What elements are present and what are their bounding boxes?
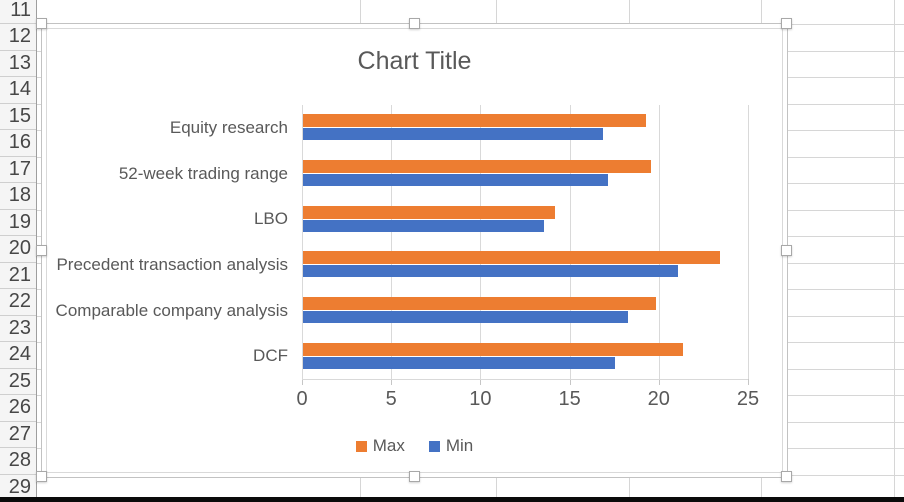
category-label: 52-week trading range bbox=[118, 163, 288, 183]
row-header: 11 12 13 14 15 16 17 18 19 20 21 22 23 24 25 26 27 28 29 bbox=[0, 0, 37, 501]
chart-title[interactable]: Chart Title bbox=[357, 47, 472, 75]
bar-min[interactable] bbox=[303, 356, 616, 369]
plot-gridline bbox=[391, 105, 393, 379]
row-header-cell[interactable]: 14 bbox=[0, 77, 36, 104]
category-label: Equity research bbox=[169, 117, 288, 137]
bar-max[interactable] bbox=[303, 297, 657, 310]
row-header-cell[interactable]: 28 bbox=[0, 448, 36, 475]
bar-max[interactable] bbox=[303, 160, 651, 173]
handle-mid-right[interactable] bbox=[781, 244, 792, 256]
handle-top-right[interactable] bbox=[781, 18, 792, 29]
plot-area[interactable] bbox=[302, 105, 749, 385]
row-header-cell[interactable]: 22 bbox=[0, 289, 36, 316]
bar-min[interactable] bbox=[303, 265, 678, 278]
row-header-cell[interactable]: 18 bbox=[0, 183, 36, 210]
axis-tick bbox=[569, 379, 571, 385]
category-label: LBO bbox=[253, 209, 288, 229]
plot-gridline bbox=[302, 105, 303, 379]
row-header-cell[interactable]: 26 bbox=[0, 395, 36, 422]
legend-label: Min bbox=[445, 436, 474, 455]
axis-tick bbox=[302, 379, 303, 385]
plot-gridline bbox=[748, 105, 749, 379]
axis-tick bbox=[480, 379, 482, 385]
legend-swatch-icon bbox=[428, 440, 440, 452]
legend[interactable]: Max Min bbox=[42, 436, 787, 456]
row-header-cell[interactable]: 19 bbox=[0, 210, 36, 236]
row-header-cell[interactable]: 20 bbox=[0, 236, 36, 263]
row-header-cell[interactable]: 24 bbox=[0, 342, 36, 369]
category-label: DCF bbox=[253, 346, 288, 366]
axis-tick bbox=[658, 379, 660, 385]
handle-bottom-left[interactable] bbox=[36, 471, 47, 482]
row-header-cell[interactable]: 25 bbox=[0, 369, 36, 395]
bar-max[interactable] bbox=[303, 342, 683, 356]
category-axis-line bbox=[302, 379, 748, 380]
chart-object[interactable]: Chart Title Equity research 52-week tradi… bbox=[36, 18, 792, 482]
row-header-cell[interactable]: 16 bbox=[0, 130, 36, 157]
bar-min[interactable] bbox=[303, 128, 603, 141]
category-label: Precedent transaction analysis bbox=[56, 254, 288, 274]
window-edge bbox=[0, 497, 904, 502]
row-header-cell[interactable]: 15 bbox=[0, 104, 36, 130]
column-gridline bbox=[894, 0, 895, 497]
axis-tick bbox=[748, 379, 749, 385]
row-header-cell[interactable]: 12 bbox=[0, 24, 36, 51]
handle-top-left[interactable] bbox=[36, 18, 47, 29]
bar-max[interactable] bbox=[303, 251, 721, 265]
row-header-cell[interactable]: 21 bbox=[0, 263, 36, 289]
handle-bottom-mid[interactable] bbox=[408, 471, 420, 482]
legend-swatch-icon bbox=[355, 440, 367, 452]
handle-mid-left[interactable] bbox=[36, 244, 47, 256]
bar-min[interactable] bbox=[303, 174, 609, 186]
row-header-cell[interactable]: 17 bbox=[0, 157, 36, 183]
plot-gridline bbox=[658, 105, 660, 379]
row-header-cell[interactable]: 27 bbox=[0, 422, 36, 448]
plot-gridline bbox=[569, 105, 571, 379]
row-header-cell[interactable]: 11 bbox=[0, 0, 36, 24]
category-label: Comparable company analysis bbox=[55, 300, 288, 320]
row-header-cell[interactable]: 23 bbox=[0, 316, 36, 342]
handle-bottom-right[interactable] bbox=[781, 471, 792, 482]
legend-item-min[interactable]: Min bbox=[428, 436, 474, 456]
legend-item-max[interactable]: Max bbox=[355, 436, 405, 456]
bar-min[interactable] bbox=[303, 219, 544, 232]
legend-label: Max bbox=[372, 436, 405, 455]
row-header-cell[interactable]: 13 bbox=[0, 51, 36, 77]
plot-gridline bbox=[480, 105, 482, 379]
bar-max[interactable] bbox=[303, 114, 646, 128]
bar-max[interactable] bbox=[303, 205, 555, 219]
category-axis[interactable]: Equity research 52-week trading range LBO P… bbox=[42, 105, 288, 379]
axis-tick bbox=[391, 379, 393, 385]
bar-min[interactable] bbox=[303, 311, 628, 323]
handle-top-mid[interactable] bbox=[408, 18, 420, 29]
